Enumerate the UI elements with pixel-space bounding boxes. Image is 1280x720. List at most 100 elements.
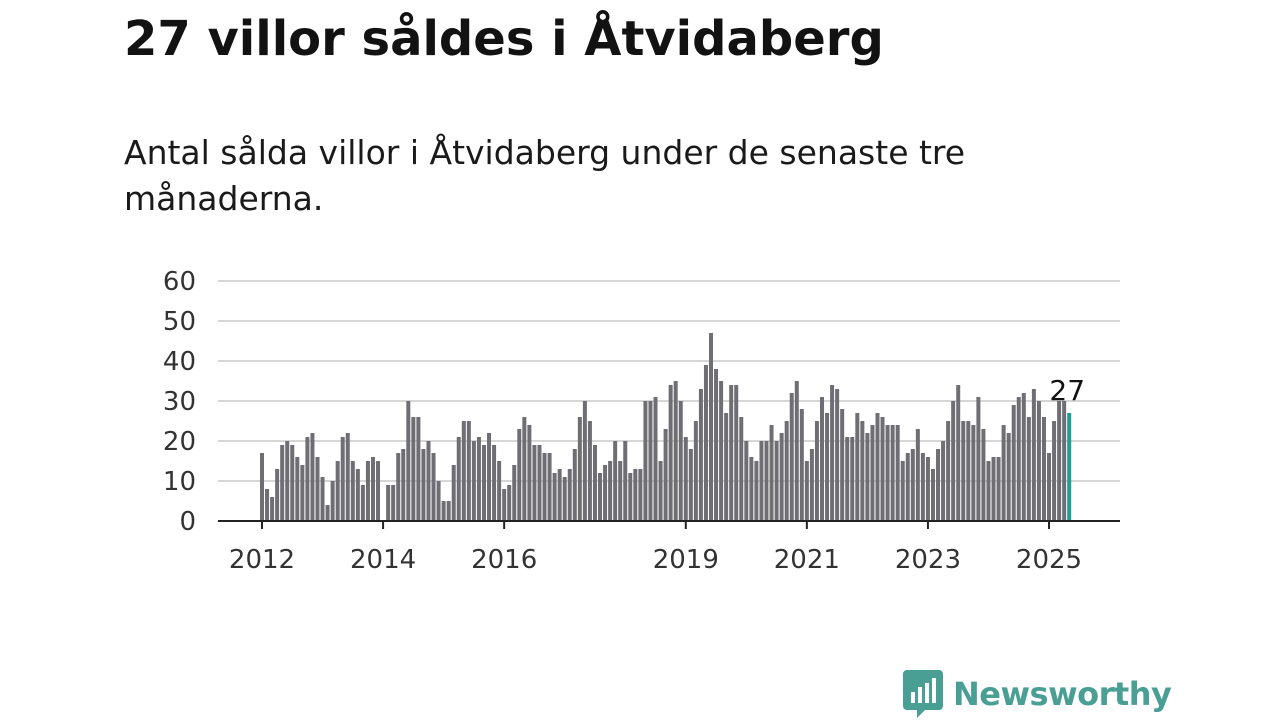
bar bbox=[769, 425, 774, 521]
bar bbox=[789, 393, 794, 521]
bar bbox=[461, 421, 466, 521]
bar bbox=[663, 429, 668, 521]
bar bbox=[280, 445, 285, 521]
bar bbox=[900, 461, 905, 521]
chart-title: 27 villor såldes i Åtvidaberg bbox=[124, 11, 884, 67]
bar bbox=[542, 453, 547, 521]
bar bbox=[976, 397, 981, 521]
bar bbox=[360, 485, 365, 521]
bar bbox=[431, 453, 436, 521]
bar bbox=[481, 445, 486, 521]
bar bbox=[1006, 433, 1011, 521]
bar bbox=[446, 501, 451, 521]
bar bbox=[547, 453, 552, 521]
bar bbox=[340, 437, 345, 521]
bar bbox=[941, 441, 946, 521]
bar bbox=[365, 461, 370, 521]
bar bbox=[527, 425, 532, 521]
bar bbox=[456, 437, 461, 521]
bar bbox=[865, 433, 870, 521]
bar bbox=[739, 417, 744, 521]
bar bbox=[492, 445, 497, 521]
x-tick-label: 2014 bbox=[350, 545, 416, 575]
y-tick-label: 10 bbox=[163, 467, 196, 497]
bar bbox=[688, 449, 693, 521]
bar bbox=[799, 409, 804, 521]
x-tick-label: 2025 bbox=[1016, 545, 1082, 575]
bar bbox=[930, 469, 935, 521]
bar bbox=[370, 457, 375, 521]
bar bbox=[592, 445, 597, 521]
bar bbox=[648, 401, 653, 521]
bar bbox=[1057, 401, 1062, 521]
bar bbox=[835, 389, 840, 521]
bar bbox=[300, 465, 305, 521]
x-tick-label: 2016 bbox=[471, 545, 537, 575]
y-tick-label: 50 bbox=[163, 307, 196, 337]
bar bbox=[532, 445, 537, 521]
bar bbox=[895, 425, 900, 521]
chart-subtitle: Antal sålda villor i Åtvidaberg under de… bbox=[124, 133, 966, 218]
bar bbox=[345, 433, 350, 521]
bar bbox=[613, 441, 618, 521]
bar bbox=[476, 437, 481, 521]
y-tick-label: 0 bbox=[179, 507, 196, 537]
bar bbox=[421, 449, 426, 521]
bar bbox=[285, 441, 290, 521]
bar bbox=[295, 457, 300, 521]
bar bbox=[572, 449, 577, 521]
bar bbox=[391, 485, 396, 521]
bar bbox=[320, 477, 325, 521]
bar bbox=[850, 437, 855, 521]
bar bbox=[537, 445, 542, 521]
x-tick-label: 2012 bbox=[229, 545, 295, 575]
bar bbox=[315, 457, 320, 521]
bar bbox=[522, 417, 527, 521]
bar bbox=[260, 453, 264, 521]
bar bbox=[724, 413, 729, 521]
bar bbox=[759, 441, 764, 521]
bar bbox=[310, 433, 315, 521]
bar bbox=[598, 473, 603, 521]
bar bbox=[744, 441, 749, 521]
bar bbox=[951, 401, 956, 521]
bar bbox=[698, 389, 703, 521]
bar bbox=[653, 397, 658, 521]
y-tick-label: 20 bbox=[163, 427, 196, 457]
bar bbox=[905, 453, 910, 521]
bar bbox=[1036, 401, 1041, 521]
bar bbox=[325, 505, 330, 521]
bar bbox=[638, 469, 643, 521]
bar bbox=[451, 465, 456, 521]
bar bbox=[643, 401, 648, 521]
bar bbox=[416, 417, 421, 521]
bar bbox=[1026, 417, 1031, 521]
bar bbox=[784, 421, 789, 521]
bar bbox=[1031, 389, 1036, 521]
x-tick-label: 2019 bbox=[653, 545, 719, 575]
newsworthy-logo-icon bbox=[903, 670, 943, 718]
bar bbox=[991, 457, 996, 521]
highlight-value-label: 27 bbox=[1049, 374, 1085, 407]
bar bbox=[633, 469, 638, 521]
bar bbox=[910, 449, 915, 521]
bar bbox=[890, 425, 895, 521]
bar bbox=[809, 449, 814, 521]
bar bbox=[587, 421, 592, 521]
bar bbox=[794, 381, 799, 521]
bar bbox=[1016, 397, 1021, 521]
bar bbox=[875, 413, 880, 521]
bar bbox=[880, 417, 885, 521]
bar bbox=[567, 469, 572, 521]
bar bbox=[764, 441, 769, 521]
bar bbox=[774, 441, 779, 521]
bar bbox=[426, 441, 431, 521]
bar bbox=[552, 473, 557, 521]
bar bbox=[986, 461, 991, 521]
bar bbox=[1047, 453, 1052, 521]
bar bbox=[1011, 405, 1016, 521]
bar bbox=[1001, 425, 1006, 521]
bar bbox=[1062, 401, 1067, 521]
y-tick-label: 30 bbox=[163, 387, 196, 417]
bar bbox=[830, 385, 835, 521]
